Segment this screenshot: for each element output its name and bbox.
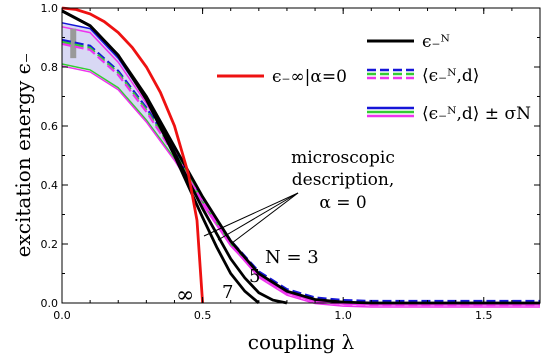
legend-label-inf: ϵ₋∞|α=0: [272, 67, 347, 87]
y-axis-label: excitation energy ϵ₋: [11, 53, 35, 258]
annotation-pointer-1: [203, 192, 299, 237]
annotation-pointer-2: [217, 192, 299, 241]
x-tick-label: 0.0: [53, 309, 71, 322]
label-n3: N = 3: [265, 247, 319, 268]
x-tick-label: 0.5: [194, 309, 212, 322]
mean-line-green: [61, 40, 540, 305]
y-tick-label: 1.0: [41, 2, 59, 15]
y-tick-label: 0.8: [41, 61, 59, 74]
legend-label-dashed: ⟨ϵ₋ᴺ,d⟩: [422, 66, 479, 86]
x-tick-label: 1.5: [475, 309, 493, 322]
annotation-microscopic-line2: description,: [292, 170, 395, 190]
y-tick-label: 0.2: [41, 238, 59, 251]
band-edge-magenta-3: [61, 65, 540, 306]
mean-line-blue: [61, 38, 540, 303]
y-tick-label: 0.0: [41, 297, 59, 310]
annotations: microscopic description, α = 0 N = 3 5 7…: [176, 148, 395, 308]
label-n5: 5: [249, 266, 260, 287]
series-inf: [61, 6, 204, 304]
legend-label-band: ⟨ϵ₋ᴺ,d⟩ ± σN: [422, 104, 531, 124]
label-n7: 7: [222, 282, 233, 303]
annotation-pointer-3: [231, 192, 299, 244]
mean-line-magenta: [61, 42, 540, 307]
annotation-microscopic-line3: α = 0: [319, 193, 366, 213]
y-tick-label: 0.6: [41, 120, 59, 133]
x-tick-label: 1.0: [334, 309, 352, 322]
series-n7: [61, 9, 260, 305]
label-inf: ∞: [176, 283, 194, 308]
band-fill: [62, 22, 540, 303]
y-tick-label: 0.4: [41, 179, 59, 192]
annotation-microscopic-line1: microscopic: [291, 148, 395, 168]
x-axis-label: coupling λ: [248, 330, 355, 354]
legend-label-black: ϵ₋ᴺ: [422, 32, 450, 52]
legend: ϵ₋∞|α=0 ϵ₋ᴺ ⟨ϵ₋ᴺ,d⟩ ⟨ϵ₋ᴺ,d⟩ ± σN: [217, 32, 531, 124]
